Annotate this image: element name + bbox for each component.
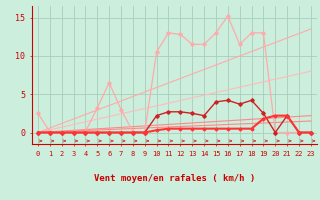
X-axis label: Vent moyen/en rafales ( km/h ): Vent moyen/en rafales ( km/h ) xyxy=(94,174,255,183)
